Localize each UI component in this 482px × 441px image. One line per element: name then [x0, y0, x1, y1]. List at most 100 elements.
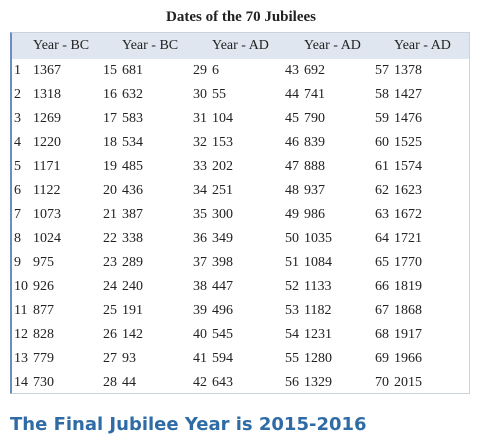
jubilee-year: 1868 — [394, 303, 422, 318]
jubilee-number: 5 — [14, 159, 21, 174]
jubilee-year: 1122 — [33, 183, 61, 198]
jubilee-number: 9 — [14, 255, 21, 270]
jubilee-year: 1721 — [394, 231, 422, 246]
jubilee-year: 839 — [304, 135, 325, 150]
jubilee-year: 202 — [212, 159, 233, 174]
jubilee-number: 44 — [285, 87, 299, 102]
jubilee-year: 986 — [304, 207, 325, 222]
jubilee-number: 47 — [285, 159, 299, 174]
jubilee-number: 35 — [193, 207, 207, 222]
jubilee-number: 30 — [193, 87, 207, 102]
jubilee-year: 779 — [33, 351, 54, 366]
table-title: Dates of the 70 Jubilees — [166, 9, 316, 25]
column-header: Year - AD — [304, 38, 361, 53]
jubilee-number: 6 — [14, 183, 21, 198]
jubilee-year: 1427 — [394, 87, 422, 102]
jubilee-year: 349 — [212, 231, 233, 246]
column-header: Year - AD — [394, 38, 451, 53]
jubilee-year: 251 — [212, 183, 233, 198]
jubilee-number: 11 — [14, 303, 28, 318]
jubilee-year: 496 — [212, 303, 233, 318]
jubilee-number: 65 — [375, 255, 389, 270]
jubilee-number: 51 — [285, 255, 299, 270]
jubilee-number: 34 — [193, 183, 207, 198]
jubilee-number: 43 — [285, 63, 299, 78]
jubilee-number: 22 — [103, 231, 117, 246]
jubilee-year: 1378 — [394, 63, 422, 78]
jubilee-year: 926 — [33, 279, 54, 294]
jubilee-year: 877 — [33, 303, 54, 318]
jubilee-number: 26 — [103, 327, 117, 342]
column-header: Year - BC — [33, 38, 90, 53]
jubilee-year: 1035 — [304, 231, 332, 246]
jubilee-year: 790 — [304, 111, 325, 126]
jubilee-year: 55 — [212, 87, 226, 102]
jubilee-year: 1917 — [394, 327, 422, 342]
jubilee-number: 27 — [103, 351, 117, 366]
jubilee-year: 692 — [304, 63, 325, 78]
jubilee-year: 1329 — [304, 375, 332, 390]
jubilee-year: 1476 — [394, 111, 422, 126]
jubilee-number: 8 — [14, 231, 21, 246]
jubilee-number: 2 — [14, 87, 21, 102]
jubilee-table: Year - BC Year - BC Year - AD Year - AD Year… — [10, 32, 470, 394]
jubilee-number: 33 — [193, 159, 207, 174]
jubilee-year: 398 — [212, 255, 233, 270]
jubilee-number: 32 — [193, 135, 207, 150]
jubilee-number: 66 — [375, 279, 389, 294]
jubilee-year: 1367 — [33, 63, 61, 78]
header-row: Year - BC Year - BC Year - AD Year - AD Year… — [12, 33, 469, 59]
jubilee-number: 37 — [193, 255, 207, 270]
jubilee-year: 1574 — [394, 159, 422, 174]
jubilee-year: 545 — [212, 327, 233, 342]
jubilee-year: 583 — [122, 111, 143, 126]
jubilee-number: 70 — [375, 375, 389, 390]
jubilee-year: 1280 — [304, 351, 332, 366]
jubilee-number: 50 — [285, 231, 299, 246]
jubilee-year: 1220 — [33, 135, 61, 150]
jubilee-number: 62 — [375, 183, 389, 198]
jubilee-year: 1770 — [394, 255, 422, 270]
jubilee-number: 53 — [285, 303, 299, 318]
jubilee-year: 387 — [122, 207, 143, 222]
jubilee-number: 59 — [375, 111, 389, 126]
jubilee-year: 975 — [33, 255, 54, 270]
jubilee-number: 10 — [14, 279, 28, 294]
jubilee-number: 68 — [375, 327, 389, 342]
jubilee-number: 23 — [103, 255, 117, 270]
jubilee-year: 1672 — [394, 207, 422, 222]
jubilee-year: 1171 — [33, 159, 61, 174]
jubilee-year: 534 — [122, 135, 143, 150]
jubilee-year: 142 — [122, 327, 143, 342]
jubilee-year: 1623 — [394, 183, 422, 198]
jubilee-year: 153 — [212, 135, 233, 150]
jubilee-number: 67 — [375, 303, 389, 318]
jubilee-number: 36 — [193, 231, 207, 246]
jubilee-number: 41 — [193, 351, 207, 366]
column-header: Year - BC — [122, 38, 179, 53]
jubilee-year: 1966 — [394, 351, 422, 366]
jubilee-number: 39 — [193, 303, 207, 318]
jubilee-year: 828 — [33, 327, 54, 342]
jubilee-number: 1 — [14, 63, 21, 78]
footer-text: The Final Jubilee Year is 2015-2016 — [10, 414, 367, 435]
jubilee-number: 17 — [103, 111, 117, 126]
jubilee-year: 240 — [122, 279, 143, 294]
jubilee-number: 19 — [103, 159, 117, 174]
jubilee-number: 25 — [103, 303, 117, 318]
jubilee-number: 57 — [375, 63, 389, 78]
jubilee-number: 31 — [193, 111, 207, 126]
jubilee-year: 300 — [212, 207, 233, 222]
jubilee-year: 1269 — [33, 111, 61, 126]
jubilee-year: 632 — [122, 87, 143, 102]
jubilee-year: 888 — [304, 159, 325, 174]
jubilee-number: 18 — [103, 135, 117, 150]
jubilee-year: 1084 — [304, 255, 332, 270]
jubilee-year: 1073 — [33, 207, 61, 222]
jubilee-year: 1133 — [304, 279, 332, 294]
jubilee-year: 2015 — [394, 375, 422, 390]
jubilee-year: 730 — [33, 375, 54, 390]
jubilee-year: 44 — [122, 375, 136, 390]
jubilee-number: 69 — [375, 351, 389, 366]
jubilee-number: 46 — [285, 135, 299, 150]
